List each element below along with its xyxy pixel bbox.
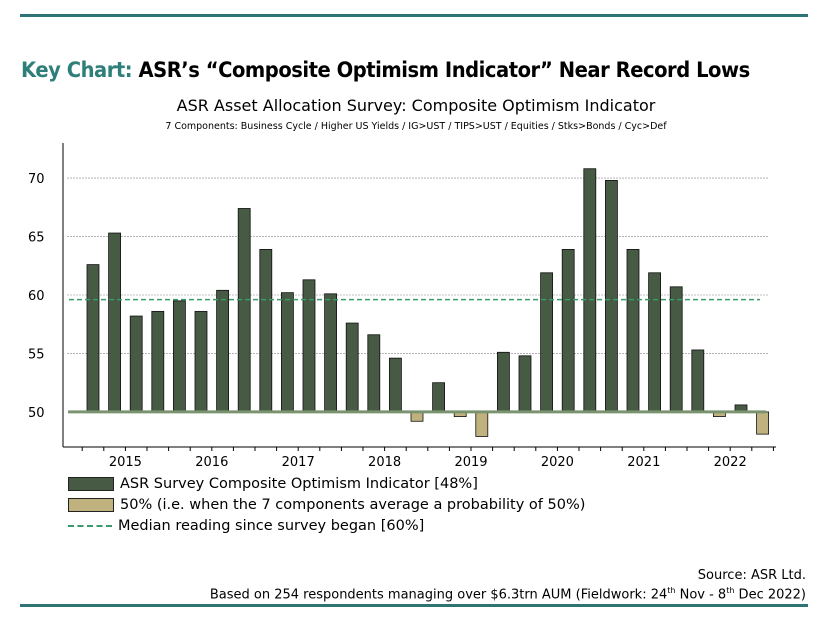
bar bbox=[626, 248, 640, 413]
legend-label: ASR Survey Composite Optimism Indicator … bbox=[120, 476, 478, 492]
x-tick-label: 2016 bbox=[195, 455, 228, 470]
bar bbox=[129, 315, 143, 413]
bar bbox=[151, 310, 165, 413]
bar bbox=[172, 300, 186, 413]
x-tick-label: 2021 bbox=[627, 455, 660, 470]
top-rule bbox=[20, 14, 808, 17]
chart-title: ASR Asset Allocation Survey: Composite O… bbox=[176, 96, 656, 115]
bar bbox=[669, 286, 683, 413]
bar bbox=[194, 310, 208, 413]
title-text: ASR’s “Composite Optimism Indicator” Nea… bbox=[138, 58, 750, 82]
bar bbox=[216, 289, 230, 413]
y-tick-label: 60 bbox=[28, 289, 45, 304]
legend-item-50pct: 50% (i.e. when the 7 components average … bbox=[68, 497, 585, 513]
y-tick-label: 65 bbox=[28, 231, 45, 246]
basis-note: Based on 254 respondents managing over $… bbox=[209, 586, 806, 603]
y-tick-label: 55 bbox=[28, 347, 45, 362]
x-tick-label: 2018 bbox=[368, 455, 401, 470]
legend-label: 50% (i.e. when the 7 components average … bbox=[120, 497, 586, 513]
x-tick-label: 2015 bbox=[109, 455, 142, 470]
title-prefix: Key Chart: bbox=[21, 58, 133, 82]
bar bbox=[605, 180, 618, 413]
source-note: Source: ASR Ltd. bbox=[697, 568, 806, 583]
bar bbox=[367, 334, 381, 413]
bar bbox=[86, 264, 100, 413]
bar bbox=[648, 272, 661, 413]
bar bbox=[108, 232, 121, 413]
x-tick-label: 2017 bbox=[282, 455, 315, 470]
y-tick-label: 70 bbox=[28, 172, 45, 187]
bar bbox=[280, 292, 294, 413]
bar bbox=[756, 411, 769, 435]
bottom-rule bbox=[20, 604, 808, 607]
bar bbox=[345, 322, 359, 413]
bar bbox=[388, 357, 402, 413]
bar bbox=[691, 349, 705, 413]
x-tick-label: 2022 bbox=[714, 455, 747, 470]
bar bbox=[540, 272, 553, 413]
bar bbox=[518, 355, 532, 413]
bar bbox=[324, 293, 338, 413]
x-tick-label: 2020 bbox=[541, 455, 574, 470]
legend-swatch-indicator bbox=[68, 477, 114, 491]
legend-swatch-median bbox=[68, 525, 112, 527]
bar bbox=[475, 411, 489, 437]
bar-chart: 50 55 60 65 70 2015 2016 2017 2018 2019 2020 2021 20… bbox=[28, 143, 776, 470]
bar bbox=[237, 208, 251, 413]
legend-item-median: Median reading since survey began [60%] bbox=[68, 518, 424, 534]
legend-item-indicator: ASR Survey Composite Optimism Indicator … bbox=[68, 476, 478, 492]
y-tick-label: 50 bbox=[28, 406, 45, 421]
bar bbox=[259, 248, 273, 413]
bar bbox=[561, 248, 575, 413]
x-tick-label: 2019 bbox=[454, 455, 487, 470]
legend-swatch-50pct bbox=[68, 498, 114, 512]
chart-subtitle: 7 Components: Business Cycle / Higher US… bbox=[165, 121, 667, 132]
bar bbox=[583, 168, 597, 413]
bar bbox=[496, 351, 510, 413]
legend-label: Median reading since survey began [60%] bbox=[118, 518, 425, 534]
page-title: Key Chart: ASR’s “Composite Optimism Ind… bbox=[21, 58, 750, 82]
bar bbox=[432, 382, 446, 413]
